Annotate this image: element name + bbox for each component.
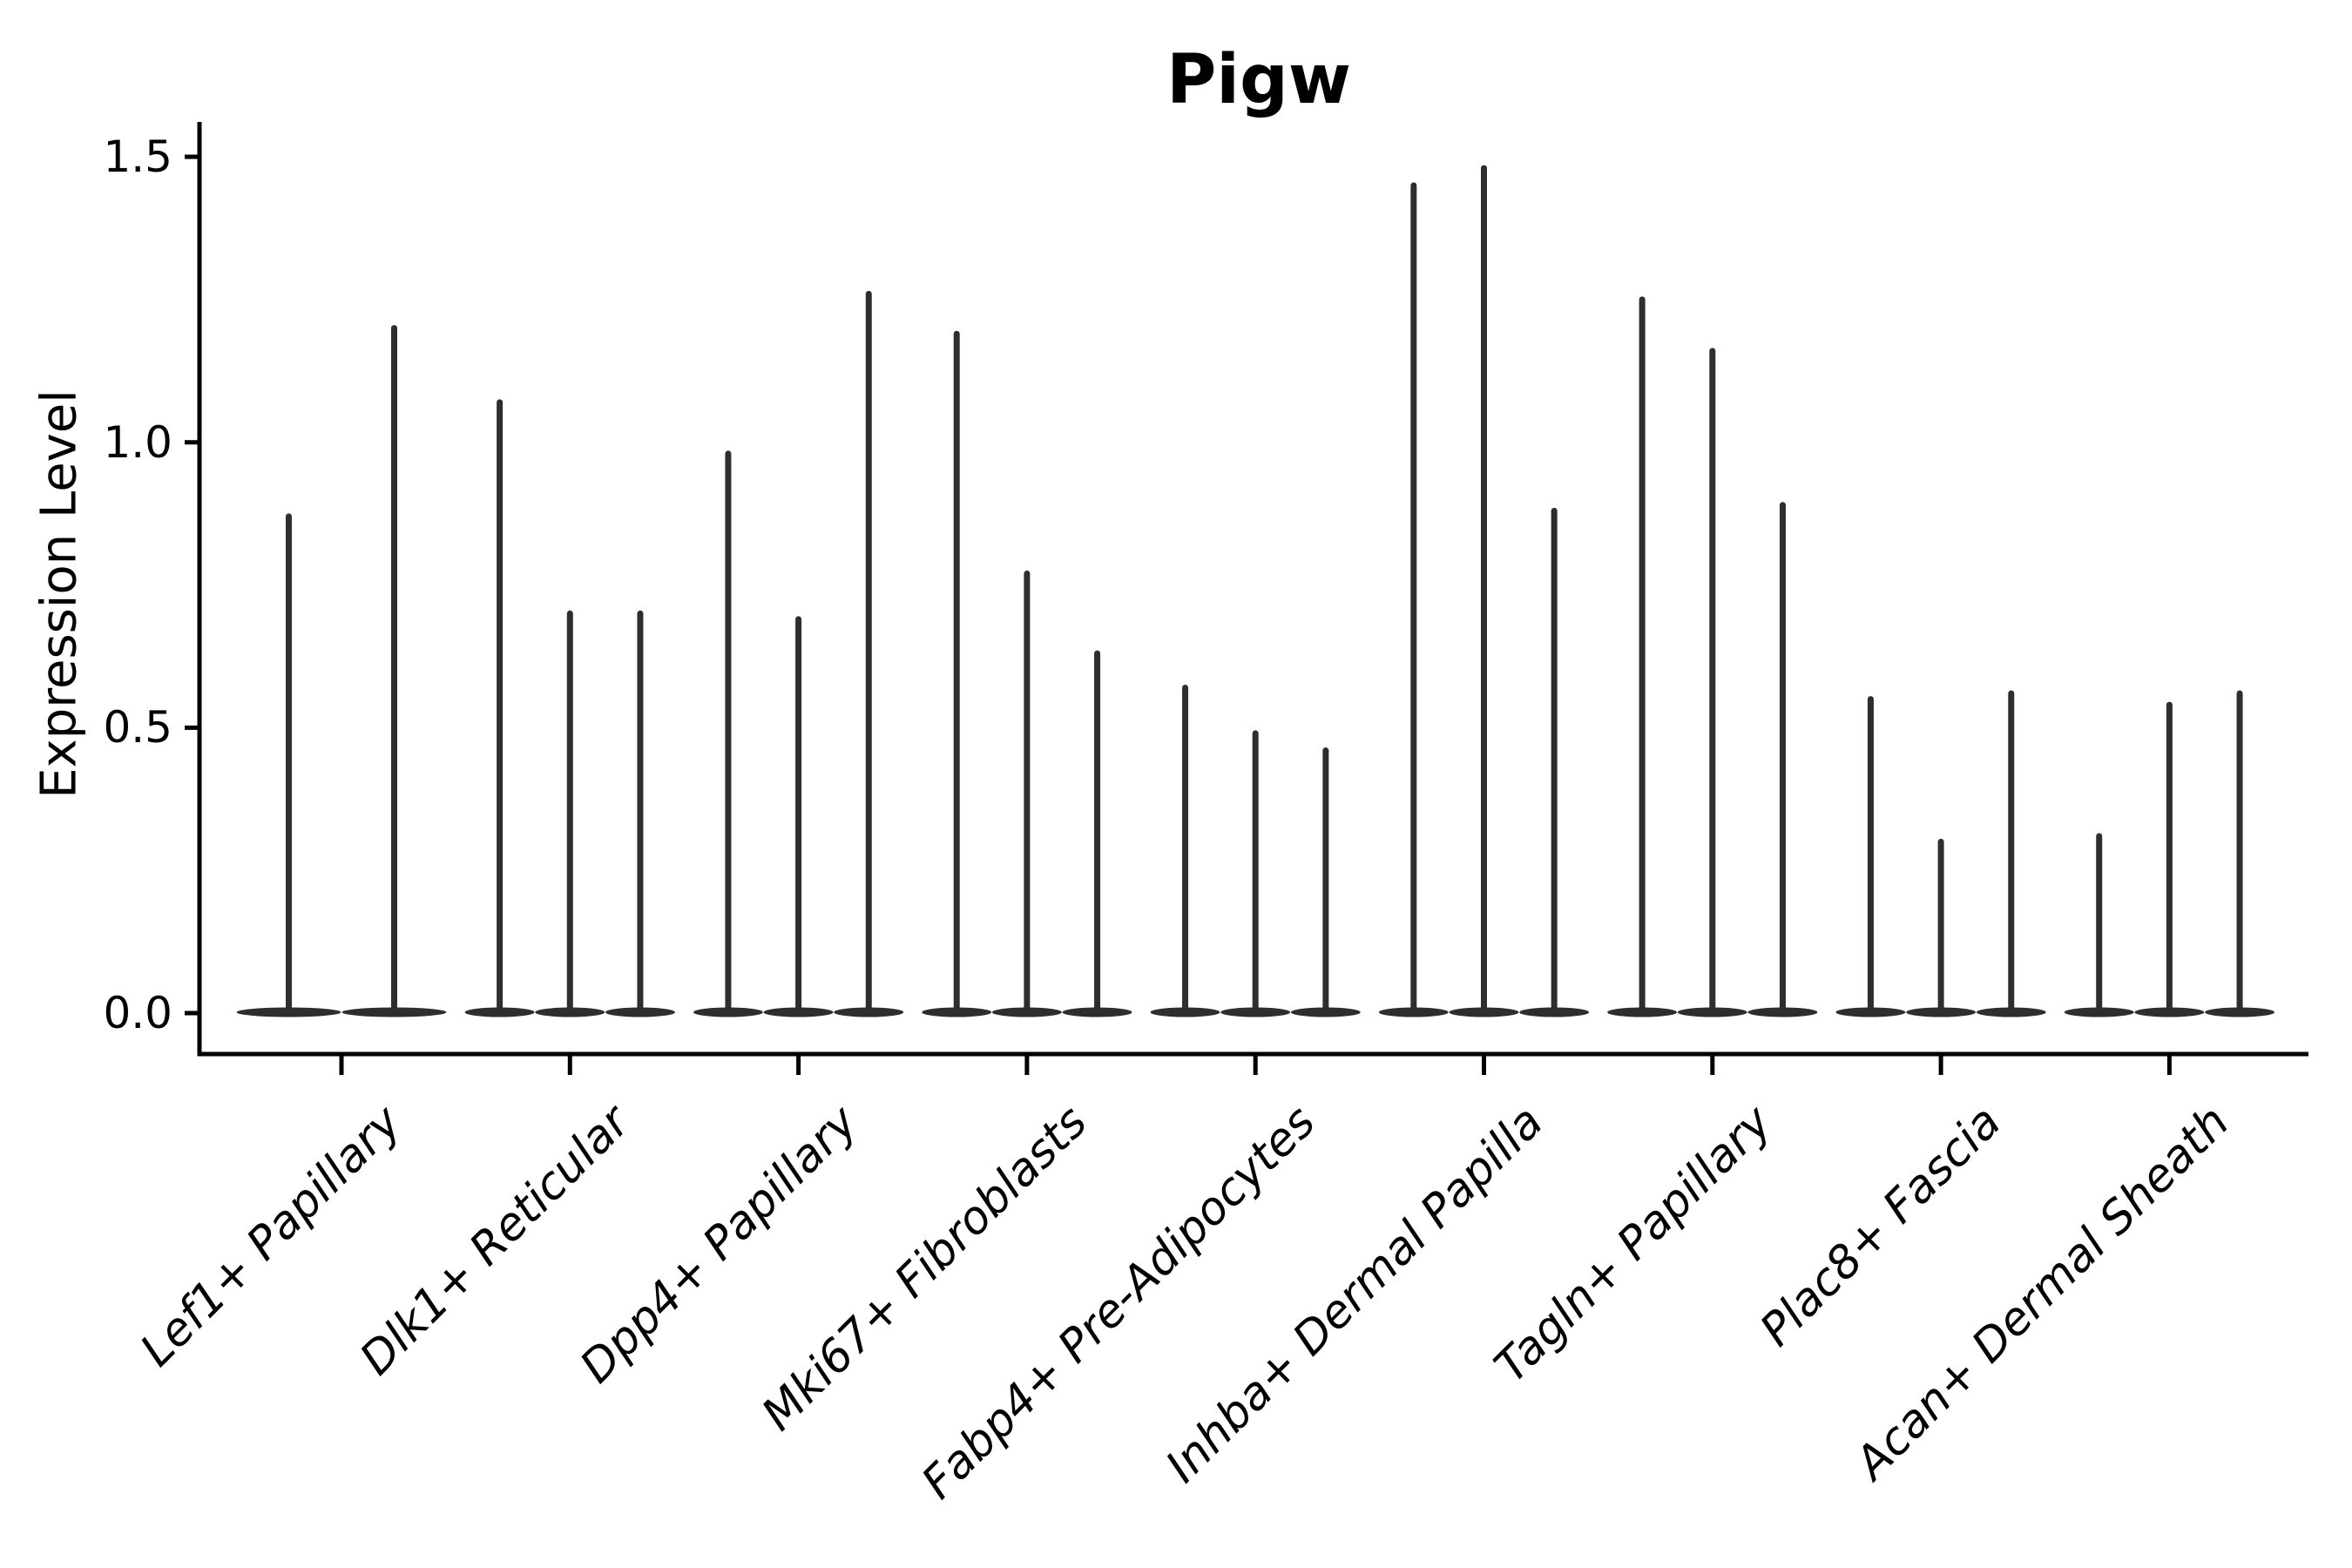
y-tick-label-0.0: 0.0 xyxy=(103,988,172,1038)
y-tick-label-0.5: 0.5 xyxy=(103,702,172,753)
y-tick-label-1.5: 1.5 xyxy=(103,132,172,182)
chart-title: Pigw xyxy=(1166,41,1351,119)
y-tick-label-1.0: 1.0 xyxy=(103,417,172,468)
